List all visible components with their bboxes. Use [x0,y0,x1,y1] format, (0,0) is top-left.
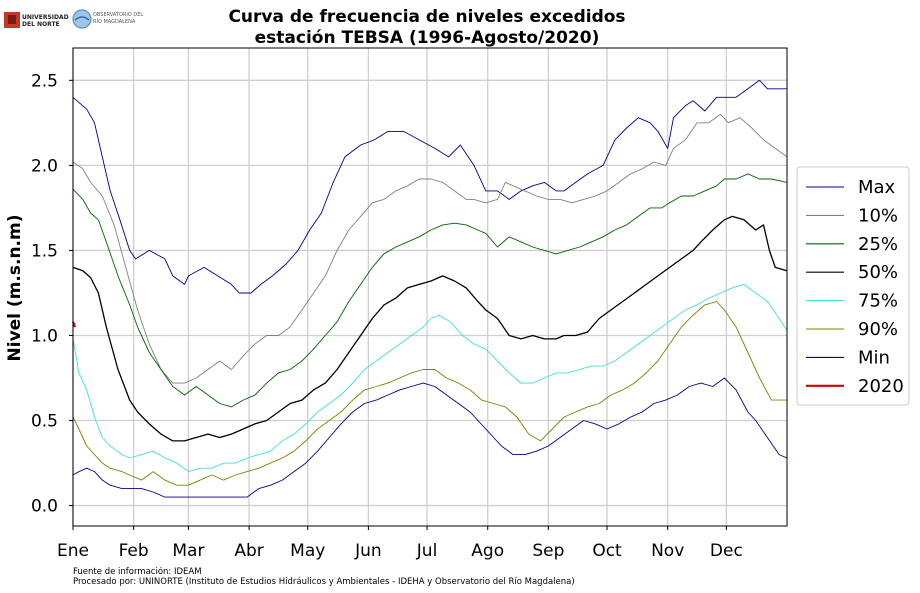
plot-frame [72,47,788,527]
legend-label: 75% [858,291,898,312]
observatorio-logo-line2: RÍO MAGDALENA [93,18,136,25]
uninorte-logo: UNIVERSIDAD DEL NORTE [4,12,69,28]
series-line-min [72,377,788,498]
x-tick-label: Nov [651,541,684,561]
legend-label: 2020 [858,376,904,397]
y-axis-label: Nivel (m.s.n.m) [5,215,25,362]
x-tick-label: Dec [710,541,743,561]
chart-title-line1: Curva de frecuencia de niveles excedidos [228,7,625,27]
legend-label: Min [858,347,890,368]
series-line-max [72,79,787,294]
footer-source: Fuente de información: IDEAM [73,566,202,577]
series-line-90pct [72,301,787,486]
x-tick-label: Mar [172,541,204,561]
series-line-50pct [72,215,788,442]
series-line-75pct [72,283,788,473]
series-lines [71,79,788,498]
legend-label: 90% [858,319,898,340]
observatorio-logo-line1: OBSERVATORIO DEL [93,12,143,18]
x-tick-label: Jul [416,541,438,561]
series-line-25pct [72,173,788,408]
x-tick-label: Oct [592,541,622,561]
x-tick-label: Ago [471,541,504,561]
x-tick-label: Ene [57,541,89,561]
legend-label: 25% [858,234,898,255]
grid-lines [72,48,787,526]
legend: Max 10% 25% 50% 75% 90% Min 2020 [796,166,910,406]
legend-label: 50% [858,262,898,283]
x-tick-label: May [290,541,325,561]
observatorio-globe-icon [72,9,92,29]
y-axis-ticks: 0.0 0.5 1.0 1.5 2.0 2.5 [31,71,73,517]
footer-processed: Procesado por: UNINORTE (Instituto de Es… [73,577,575,587]
observatorio-logo: OBSERVATORIO DEL RÍO MAGDALENA [72,9,143,29]
legend-box [796,166,910,406]
x-tick-label: Abr [234,541,263,561]
x-tick-label: Jun [354,541,382,561]
y-tick-label: 2.0 [31,156,58,176]
uninorte-logo-line2: DEL NORTE [22,21,60,28]
x-tick-label: Sep [532,541,564,561]
y-tick-label: 0.5 [31,412,58,432]
chart-title-line2: estación TEBSA (1996-Agosto/2020) [255,28,600,48]
uninorte-logo-line1: UNIVERSIDAD [22,14,69,21]
y-tick-label: 0.0 [31,497,58,517]
legend-label: Max [858,177,896,198]
y-tick-label: 1.5 [31,241,58,261]
series-line-10pct [72,113,788,384]
legend-label: 10% [858,205,898,226]
x-tick-label: Feb [119,541,149,561]
y-tick-label: 2.5 [31,71,58,91]
x-axis-ticks: Ene Feb Mar Abr May Jun Jul Ago Sep Oct Nov Dec [57,526,743,561]
y-tick-label: 1.0 [31,326,58,346]
